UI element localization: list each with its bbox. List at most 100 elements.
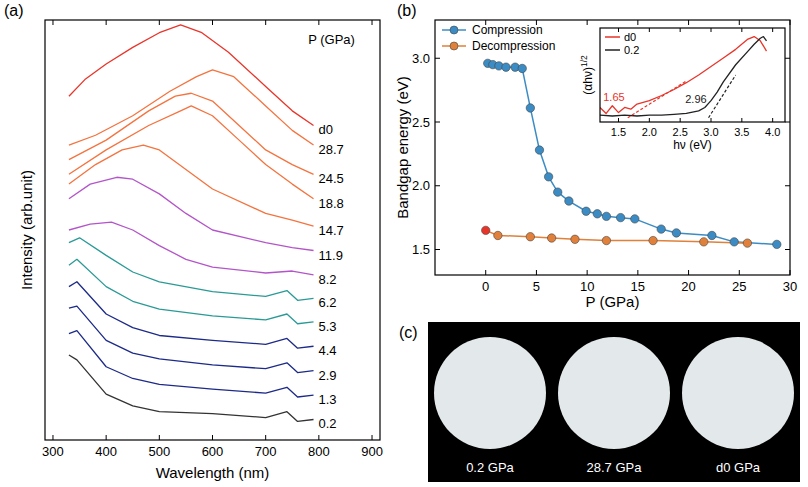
y-tick — [435, 58, 440, 59]
x-tick-label: 0 — [482, 279, 489, 294]
series-label: 2.9 — [319, 368, 337, 383]
series-label: d0 — [319, 122, 333, 137]
x-tick-top — [587, 20, 588, 25]
series-label: 8.2 — [319, 272, 337, 287]
x-tick-label: 2.5 — [673, 126, 688, 138]
data-point — [571, 235, 579, 243]
x-tick-top — [649, 28, 650, 32]
data-point — [494, 231, 502, 239]
x-axis-title: Wavelength (nm) — [156, 464, 270, 481]
x-tick-label: 5 — [533, 279, 540, 294]
data-point — [502, 63, 510, 71]
photo-caption: 0.2 GPa — [466, 460, 514, 475]
photo-content — [698, 347, 778, 444]
x-tick — [790, 270, 791, 275]
debris — [716, 430, 744, 444]
x-tick-label: 10 — [580, 279, 594, 294]
photo-caption: d0 GPa — [716, 460, 761, 475]
x-tick — [52, 435, 53, 440]
annotation: 1.65 — [603, 91, 624, 103]
data-point — [518, 64, 526, 72]
data-point — [544, 173, 552, 181]
inset-background — [600, 28, 785, 122]
data-point — [743, 239, 751, 247]
x-tick-label: 25 — [732, 279, 746, 294]
series-label: 5.3 — [319, 319, 337, 334]
x-tick-label: 20 — [681, 279, 695, 294]
series-line — [69, 106, 314, 199]
x-tick-top — [212, 20, 213, 25]
x-tick — [711, 118, 712, 122]
x-tick — [688, 270, 689, 275]
x-tick — [649, 118, 650, 122]
x-tick-label: 700 — [255, 444, 277, 459]
photo-caption: 28.7 GPa — [587, 460, 643, 475]
x-tick-top — [52, 20, 53, 25]
photo-content — [570, 347, 652, 444]
crystal — [718, 353, 778, 421]
x-tick-top — [159, 20, 160, 25]
series-line — [69, 145, 314, 226]
x-tick — [536, 270, 537, 275]
x-tick-top — [106, 20, 107, 25]
legend-line — [605, 49, 620, 51]
series-label: 28.7 — [319, 142, 344, 157]
x-tick — [318, 435, 319, 440]
photo-content — [440, 341, 520, 444]
debris — [741, 434, 759, 444]
data-point — [526, 104, 534, 112]
debris — [617, 434, 635, 444]
photo-background — [428, 322, 800, 482]
series-line — [69, 93, 314, 174]
series-label: 6.2 — [319, 295, 337, 310]
data-point — [773, 240, 781, 248]
data-point — [700, 238, 708, 246]
y-tick — [435, 122, 440, 123]
x-tick-top — [711, 28, 712, 32]
data-point — [602, 212, 610, 220]
x-tick-label: 3.0 — [703, 126, 718, 138]
x-tick-top — [741, 28, 742, 32]
x-tick-label: 2.0 — [642, 126, 657, 138]
data-point — [730, 238, 738, 246]
x-tick-top — [739, 20, 740, 25]
photo-field — [682, 337, 794, 449]
series-label: 1.3 — [319, 392, 337, 407]
crystal — [736, 363, 764, 399]
series-label: 0.2 — [319, 416, 337, 431]
data-point — [482, 226, 490, 234]
data-point — [535, 146, 543, 154]
plot-area — [600, 37, 767, 118]
plot-frame — [435, 20, 790, 275]
x-tick-label: 900 — [361, 444, 383, 459]
x-tick-top — [618, 28, 619, 32]
x-tick-label: 500 — [148, 444, 170, 459]
data-point — [657, 225, 665, 233]
data-point — [554, 188, 562, 196]
tangent-line — [628, 81, 687, 118]
y-tick-right — [785, 58, 790, 59]
data-point — [672, 229, 680, 237]
series-line — [69, 222, 314, 275]
photo-field — [558, 337, 670, 449]
y-axis-title: Intensity (arb.unit) — [18, 170, 35, 290]
legend-text: Decompression — [472, 39, 555, 53]
x-axis-title: P (GPa) — [586, 293, 640, 310]
series-label: 14.7 — [319, 223, 344, 238]
series-label: 11.9 — [319, 248, 343, 263]
series-label: 24.5 — [319, 171, 344, 186]
y-tick-label: 3.0 — [412, 51, 430, 66]
x-tick-top — [265, 20, 266, 25]
data-point — [547, 234, 555, 242]
y-axis-title: (αhν)1/2 — [579, 55, 595, 95]
photo-field — [434, 337, 546, 449]
plot-frame — [45, 20, 380, 440]
annotation: P (GPa) — [308, 32, 355, 47]
y-tick-right — [785, 185, 790, 186]
data-point — [631, 215, 639, 223]
x-tick-label: 30 — [783, 279, 797, 294]
x-tick-top — [790, 20, 791, 25]
x-tick — [618, 118, 619, 122]
x-tick — [741, 118, 742, 122]
x-tick-label: 600 — [202, 444, 224, 459]
